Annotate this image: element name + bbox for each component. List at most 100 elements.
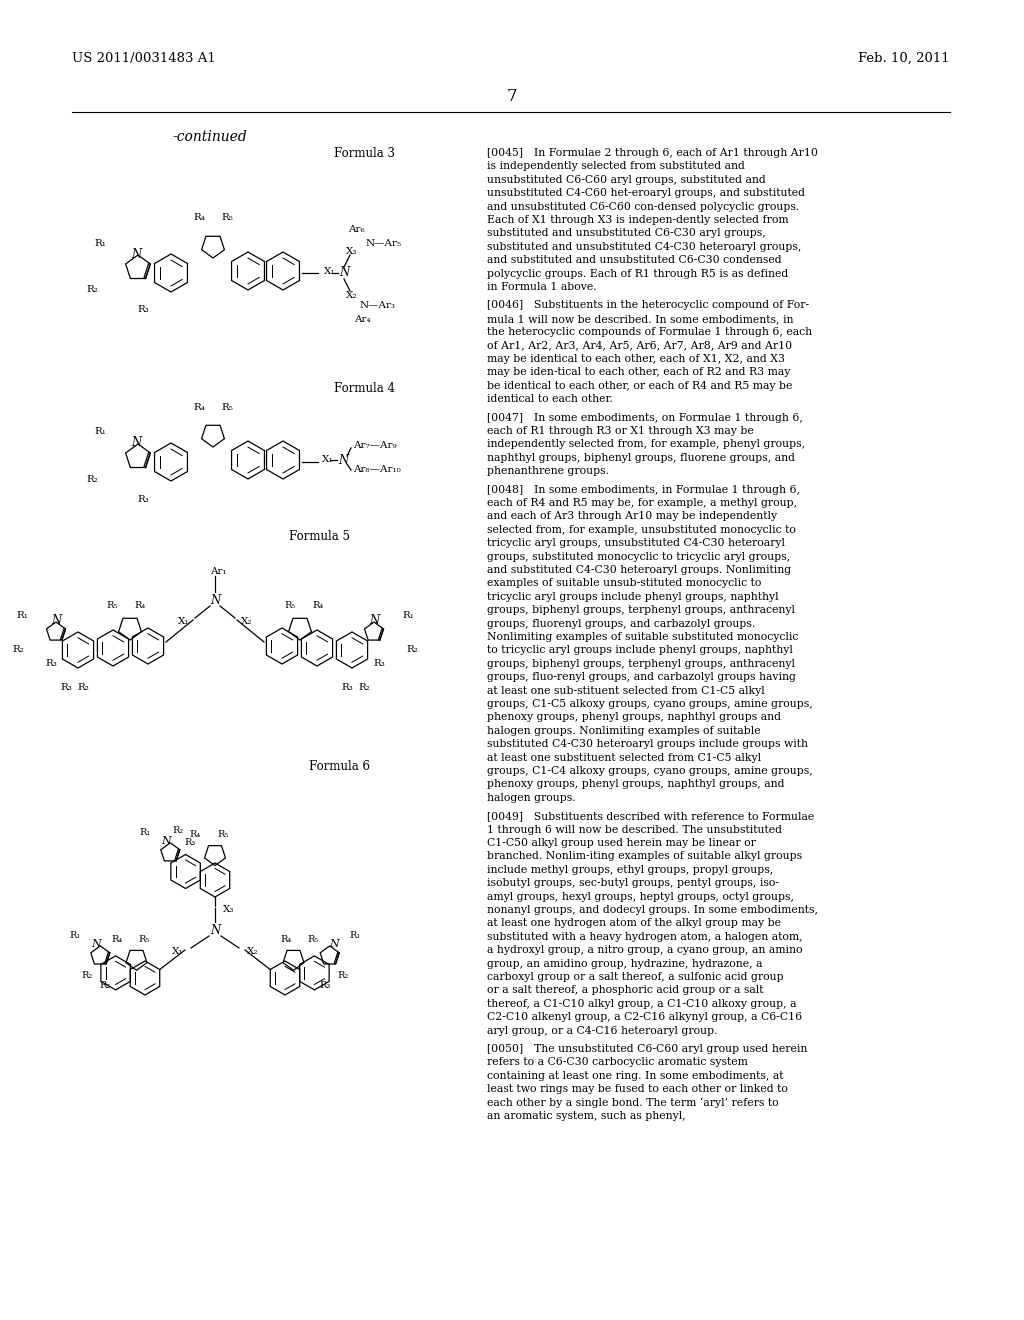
Text: Ar₁: Ar₁	[210, 568, 226, 577]
Text: group, an amidino group, hydrazine, hydrazone, a: group, an amidino group, hydrazine, hydr…	[487, 958, 763, 969]
Text: or a salt thereof, a phosphoric acid group or a salt: or a salt thereof, a phosphoric acid gro…	[487, 986, 764, 995]
Text: at least one substituent selected from C1-C5 alkyl: at least one substituent selected from C…	[487, 752, 761, 763]
Text: R₄: R₄	[281, 935, 292, 944]
Text: R₁: R₁	[139, 829, 151, 837]
Text: R₄: R₄	[194, 403, 205, 412]
Text: R₃: R₃	[99, 981, 111, 990]
Text: halogen groups. Nonlimiting examples of suitable: halogen groups. Nonlimiting examples of …	[487, 726, 761, 735]
Text: R₅: R₅	[138, 935, 150, 944]
Text: N: N	[131, 248, 141, 260]
Text: R₄: R₄	[312, 602, 324, 610]
Text: R₃: R₃	[137, 495, 148, 503]
Text: R₄: R₄	[134, 602, 145, 610]
Text: R₃: R₃	[137, 305, 148, 314]
Text: groups, C1-C5 alkoxy groups, cyano groups, amine groups,: groups, C1-C5 alkoxy groups, cyano group…	[487, 700, 813, 709]
Text: containing at least one ring. In some embodiments, at: containing at least one ring. In some em…	[487, 1071, 783, 1081]
Text: R₁: R₁	[402, 610, 414, 619]
Text: phenoxy groups, phenyl groups, naphthyl groups, and: phenoxy groups, phenyl groups, naphthyl …	[487, 779, 784, 789]
Text: X₂: X₂	[241, 618, 253, 627]
Text: each of R1 through R3 or X1 through X3 may be: each of R1 through R3 or X1 through X3 m…	[487, 426, 754, 436]
Text: R₂: R₂	[86, 285, 98, 294]
Text: polycyclic groups. Each of R1 through R5 is as defined: polycyclic groups. Each of R1 through R5…	[487, 268, 788, 279]
Text: be identical to each other, or each of R4 and R5 may be: be identical to each other, or each of R…	[487, 380, 793, 391]
Text: refers to a C6-C30 carbocyclic aromatic system: refers to a C6-C30 carbocyclic aromatic …	[487, 1057, 748, 1068]
Text: N: N	[339, 267, 349, 280]
Text: substituted C4-C30 heteroaryl groups include groups with: substituted C4-C30 heteroaryl groups inc…	[487, 739, 808, 750]
Text: [0049] Substituents described with reference to Formulae: [0049] Substituents described with refer…	[487, 812, 814, 821]
Text: Ar₆: Ar₆	[348, 224, 365, 234]
Text: each other by a single bond. The term ‘aryl’ refers to: each other by a single bond. The term ‘a…	[487, 1098, 778, 1109]
Text: R₅: R₅	[307, 935, 318, 944]
Text: X₁: X₁	[177, 618, 189, 627]
Text: of Ar1, Ar2, Ar3, Ar4, Ar5, Ar6, Ar7, Ar8, Ar9 and Ar10: of Ar1, Ar2, Ar3, Ar4, Ar5, Ar6, Ar7, Ar…	[487, 341, 793, 351]
Text: Formula 3: Formula 3	[334, 147, 395, 160]
Text: R₅: R₅	[221, 403, 232, 412]
Text: at least one sub-stituent selected from C1-C5 alkyl: at least one sub-stituent selected from …	[487, 685, 765, 696]
Text: N: N	[210, 594, 220, 606]
Text: independently selected from, for example, phenyl groups,: independently selected from, for example…	[487, 440, 805, 449]
Text: tricyclic aryl groups, unsubstituted C4-C30 heteroaryl: tricyclic aryl groups, unsubstituted C4-…	[487, 539, 785, 548]
Text: [0048] In some embodiments, in Formulae 1 through 6,: [0048] In some embodiments, in Formulae …	[487, 484, 800, 495]
Text: R₄: R₄	[112, 935, 123, 944]
Text: X₂: X₂	[247, 948, 258, 957]
Text: C2-C10 alkenyl group, a C2-C16 alkynyl group, a C6-C16: C2-C10 alkenyl group, a C2-C16 alkynyl g…	[487, 1012, 802, 1022]
Text: R₅: R₅	[221, 214, 232, 223]
Text: unsubstituted C6-C60 aryl groups, substituted and: unsubstituted C6-C60 aryl groups, substi…	[487, 174, 766, 185]
Text: mula 1 will now be described. In some embodiments, in: mula 1 will now be described. In some em…	[487, 314, 794, 323]
Text: Nonlimiting examples of suitable substituted monocyclic: Nonlimiting examples of suitable substit…	[487, 632, 799, 642]
Text: R₂: R₂	[338, 972, 349, 981]
Text: N: N	[369, 614, 379, 627]
Text: X₂: X₂	[346, 290, 357, 300]
Text: R₁: R₁	[69, 932, 80, 940]
Text: [0045] In Formulae 2 through 6, each of Ar1 through Ar10: [0045] In Formulae 2 through 6, each of …	[487, 148, 818, 158]
Text: 7: 7	[507, 88, 517, 106]
Text: aryl group, or a C4-C16 heteroaryl group.: aryl group, or a C4-C16 heteroaryl group…	[487, 1026, 718, 1036]
Text: substituted and unsubstituted C4-C30 heteroaryl groups,: substituted and unsubstituted C4-C30 het…	[487, 242, 802, 252]
Text: N—Ar₅: N—Ar₅	[366, 239, 402, 248]
Text: [0047] In some embodiments, on Formulae 1 through 6,: [0047] In some embodiments, on Formulae …	[487, 413, 803, 422]
Text: an aromatic system, such as phenyl,: an aromatic system, such as phenyl,	[487, 1111, 686, 1121]
Text: Formula 5: Formula 5	[289, 531, 350, 543]
Text: include methyl groups, ethyl groups, propyl groups,: include methyl groups, ethyl groups, pro…	[487, 865, 773, 875]
Text: R₃: R₃	[45, 660, 57, 668]
Text: groups, C1-C4 alkoxy groups, cyano groups, amine groups,: groups, C1-C4 alkoxy groups, cyano group…	[487, 766, 813, 776]
Text: R₅: R₅	[217, 830, 228, 840]
Text: and unsubstituted C6-C60 con-densed polycyclic groups.: and unsubstituted C6-C60 con-densed poly…	[487, 202, 800, 211]
Text: examples of suitable unsub-stituted monocyclic to: examples of suitable unsub-stituted mono…	[487, 578, 762, 589]
Text: least two rings may be fused to each other or linked to: least two rings may be fused to each oth…	[487, 1084, 787, 1094]
Text: C1-C50 alkyl group used herein may be linear or: C1-C50 alkyl group used herein may be li…	[487, 838, 756, 847]
Text: a hydroxyl group, a nitro group, a cyano group, an amino: a hydroxyl group, a nitro group, a cyano…	[487, 945, 803, 956]
Text: N: N	[131, 437, 141, 450]
Text: carboxyl group or a salt thereof, a sulfonic acid group: carboxyl group or a salt thereof, a sulf…	[487, 972, 783, 982]
Text: R₃: R₃	[184, 838, 196, 847]
Text: N: N	[51, 614, 61, 627]
Text: X₁: X₁	[324, 267, 336, 276]
Text: R₃: R₃	[373, 660, 385, 668]
Text: amyl groups, hexyl groups, heptyl groups, octyl groups,: amyl groups, hexyl groups, heptyl groups…	[487, 891, 794, 902]
Text: Ar₄: Ar₄	[354, 314, 371, 323]
Text: groups, biphenyl groups, terphenyl groups, anthracenyl: groups, biphenyl groups, terphenyl group…	[487, 605, 795, 615]
Text: R₃: R₃	[60, 684, 72, 693]
Text: 1 through 6 will now be described. The unsubstituted: 1 through 6 will now be described. The u…	[487, 825, 782, 834]
Text: tricyclic aryl groups include phenyl groups, naphthyl: tricyclic aryl groups include phenyl gro…	[487, 591, 778, 602]
Text: naphthyl groups, biphenyl groups, fluorene groups, and: naphthyl groups, biphenyl groups, fluore…	[487, 453, 795, 463]
Text: may be iden-tical to each other, each of R2 and R3 may: may be iden-tical to each other, each of…	[487, 367, 791, 378]
Text: [0046] Substituents in the heterocyclic compound of For-: [0046] Substituents in the heterocyclic …	[487, 301, 809, 310]
Text: branched. Nonlim-iting examples of suitable alkyl groups: branched. Nonlim-iting examples of suita…	[487, 851, 802, 862]
Text: unsubstituted C4-C60 het-eroaryl groups, and substituted: unsubstituted C4-C60 het-eroaryl groups,…	[487, 189, 805, 198]
Text: X₃: X₃	[223, 906, 234, 915]
Text: and substituted and unsubstituted C6-C30 condensed: and substituted and unsubstituted C6-C30…	[487, 255, 781, 265]
Text: N: N	[91, 939, 101, 949]
Text: R₁: R₁	[350, 932, 361, 940]
Text: Feb. 10, 2011: Feb. 10, 2011	[858, 51, 950, 65]
Text: is independently selected from substituted and: is independently selected from substitut…	[487, 161, 744, 172]
Text: groups, biphenyl groups, terphenyl groups, anthracenyl: groups, biphenyl groups, terphenyl group…	[487, 659, 795, 669]
Text: US 2011/0031483 A1: US 2011/0031483 A1	[72, 51, 216, 65]
Text: groups, fluo-renyl groups, and carbazolyl groups having: groups, fluo-renyl groups, and carbazoly…	[487, 672, 796, 682]
Text: R₄: R₄	[189, 830, 201, 840]
Text: R₃: R₃	[341, 684, 353, 693]
Text: N: N	[210, 924, 220, 936]
Text: Ar₇—Ar₉: Ar₇—Ar₉	[353, 441, 396, 450]
Text: selected from, for example, unsubstituted monocyclic to: selected from, for example, unsubstitute…	[487, 525, 796, 535]
Text: phenoxy groups, phenyl groups, naphthyl groups and: phenoxy groups, phenyl groups, naphthyl …	[487, 713, 781, 722]
